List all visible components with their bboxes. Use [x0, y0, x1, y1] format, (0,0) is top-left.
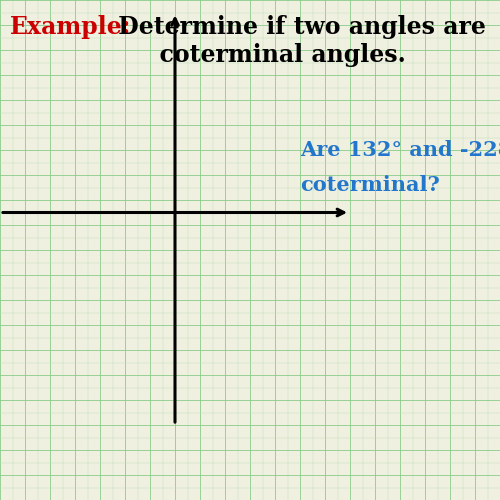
Text: Determine if two angles are
      coterminal angles.: Determine if two angles are coterminal a…: [110, 15, 486, 67]
Text: Example:: Example:: [10, 15, 132, 39]
Text: Are 132° and -228°: Are 132° and -228°: [300, 140, 500, 160]
Text: coterminal?: coterminal?: [300, 175, 440, 195]
